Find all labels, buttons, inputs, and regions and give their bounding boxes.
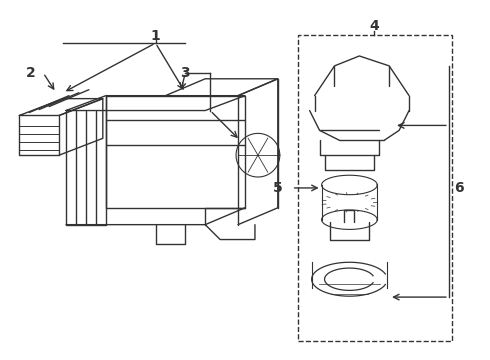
- Text: 3: 3: [180, 66, 190, 80]
- Text: 5: 5: [273, 181, 283, 195]
- Text: 4: 4: [369, 19, 379, 33]
- Text: 6: 6: [454, 181, 464, 195]
- Bar: [298, 35, 452, 341]
- Text: 2: 2: [26, 66, 36, 80]
- Text: 1: 1: [150, 29, 160, 43]
